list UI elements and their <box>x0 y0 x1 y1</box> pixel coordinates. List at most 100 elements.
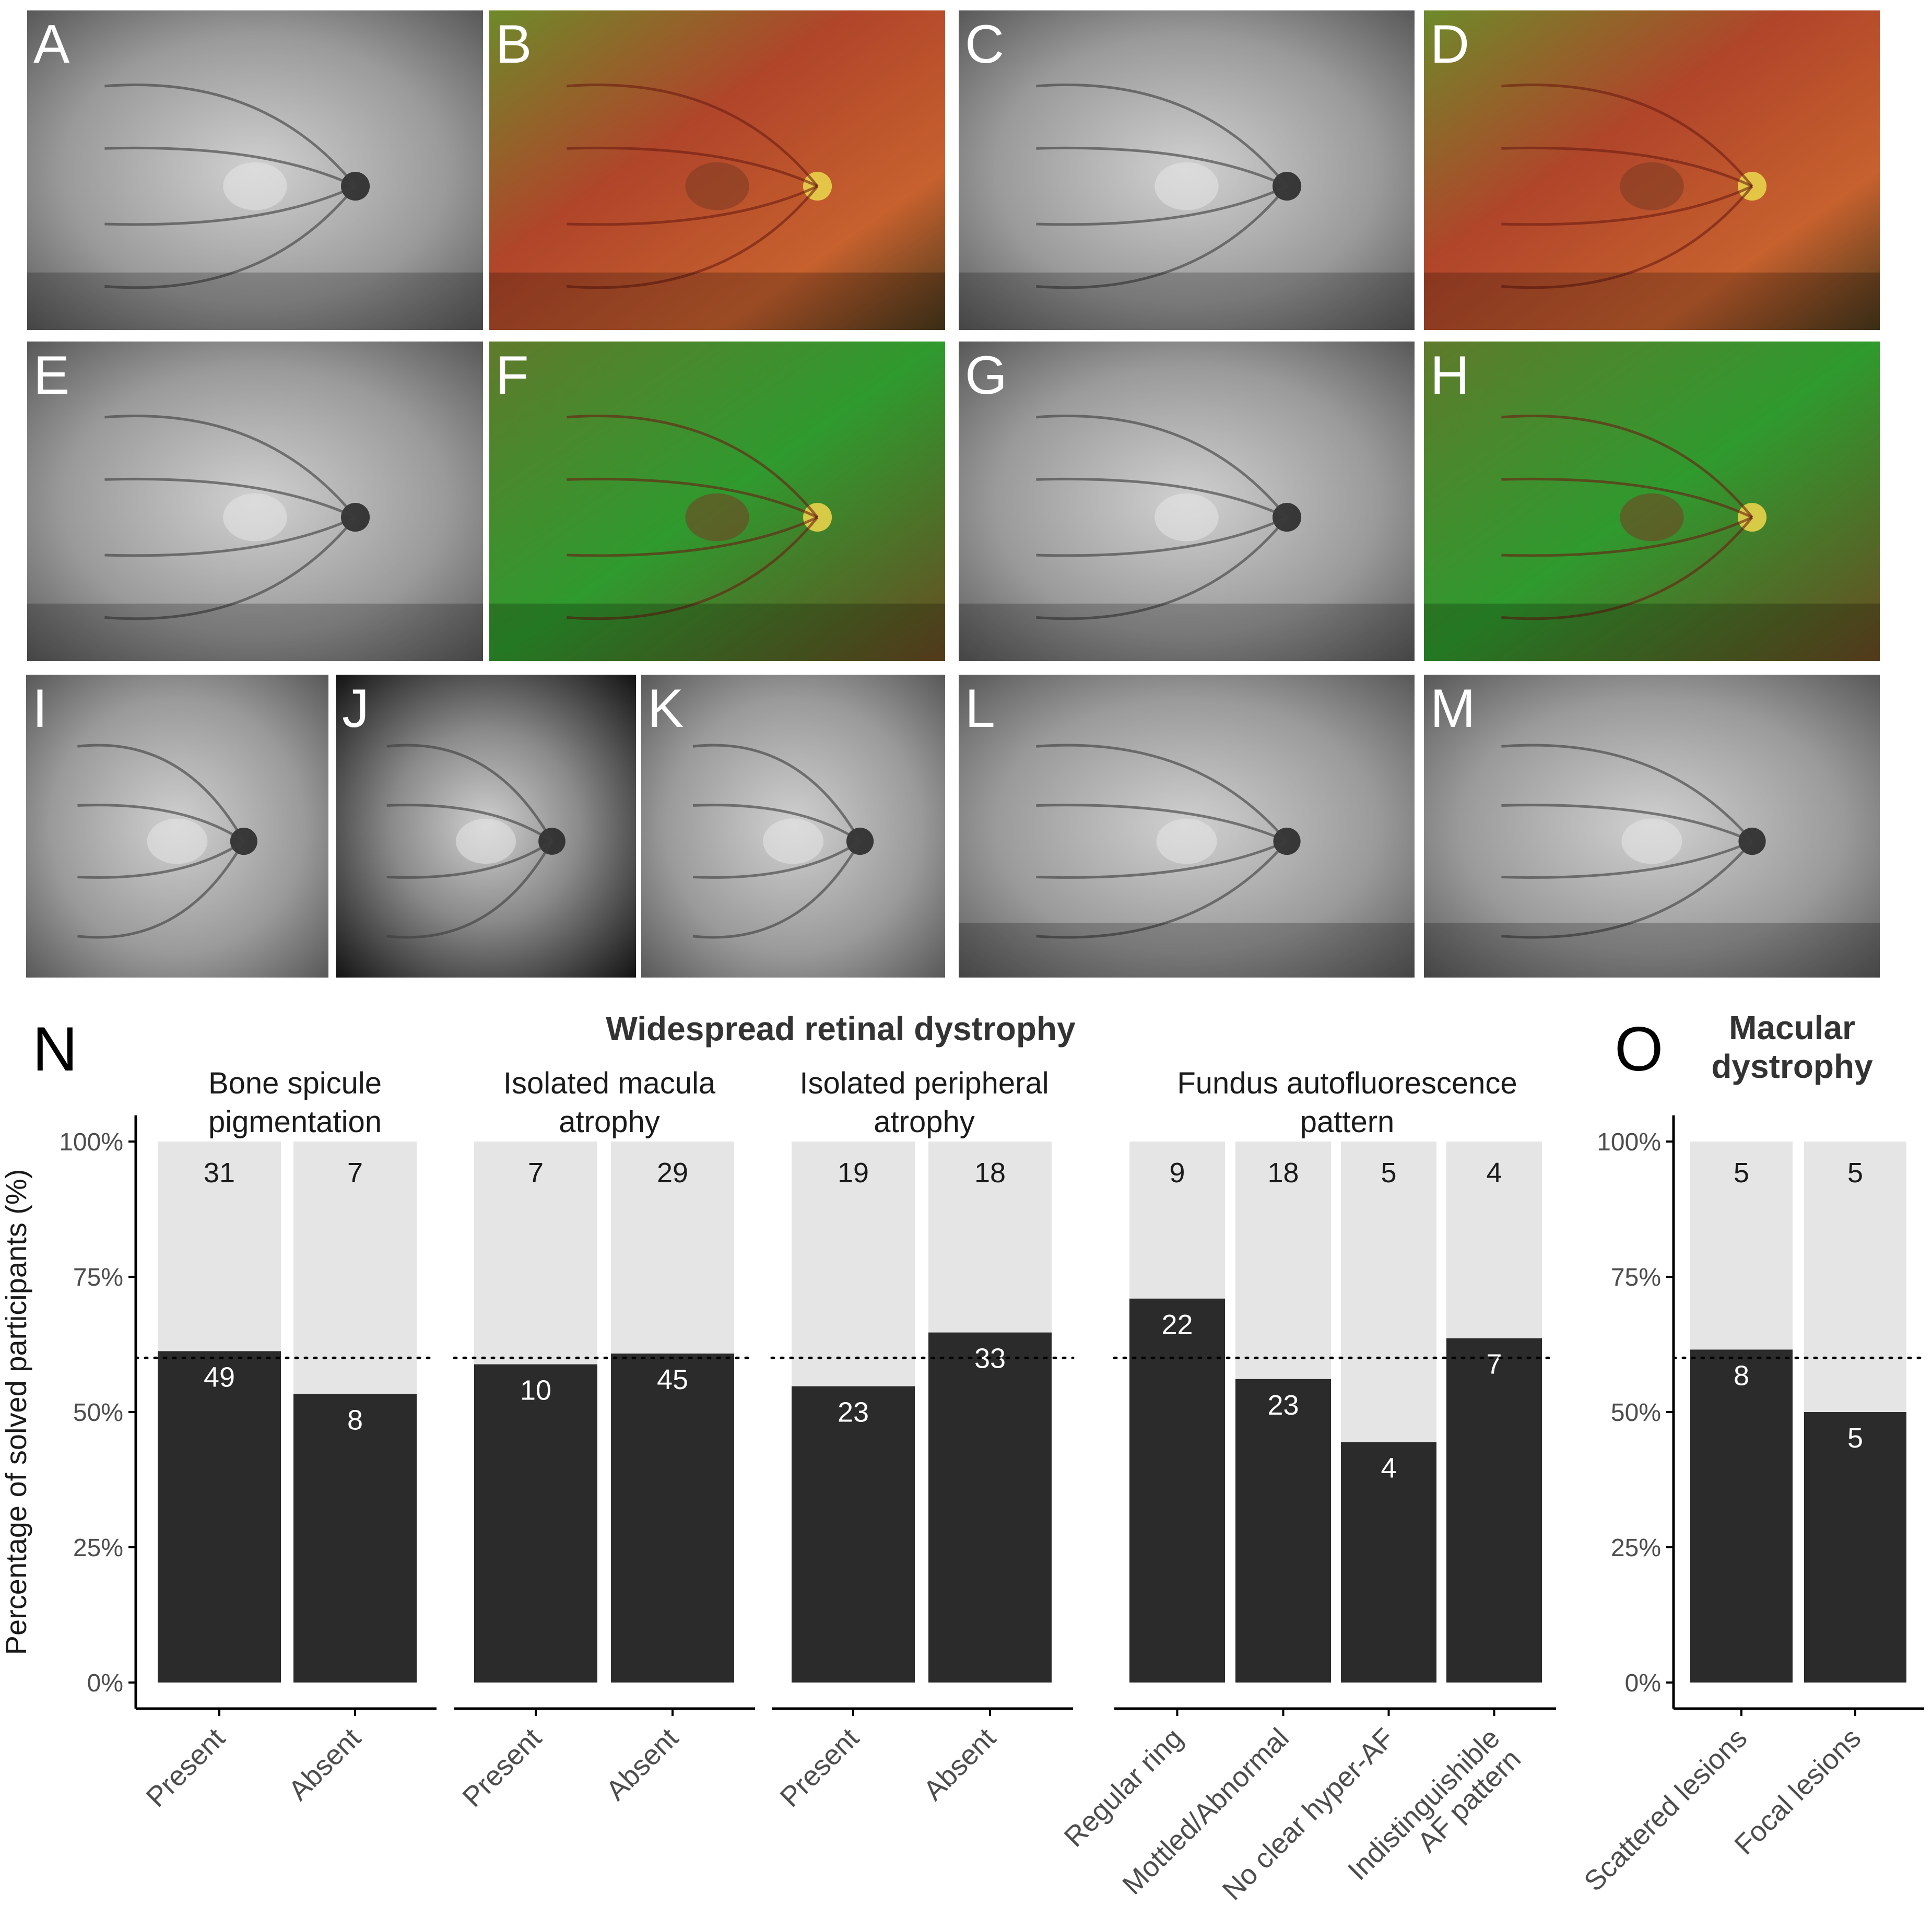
vessel-icon <box>567 516 818 557</box>
facet-title-line-2: pigmentation <box>208 1105 382 1139</box>
vessel-icon <box>104 516 357 620</box>
bar-solved <box>1446 1338 1542 1683</box>
panel-d: D <box>1424 10 1880 330</box>
macula-icon <box>1620 493 1684 542</box>
eyelash-shadow <box>489 603 945 661</box>
bar-label-solved: 22 <box>1161 1309 1193 1340</box>
vessel-icon <box>567 146 818 187</box>
x-category-label: Absent <box>600 1722 684 1806</box>
y-tick-label: 75% <box>73 1264 123 1291</box>
vessel-icon <box>692 840 861 879</box>
eyelash-shadow <box>27 603 483 661</box>
vessel-icon <box>1036 516 1288 557</box>
y-tick-label: 25% <box>1611 1534 1661 1562</box>
vessel-icon <box>1501 477 1753 519</box>
vessel-icon <box>386 840 553 939</box>
y-tick-label: 50% <box>1611 1399 1661 1427</box>
facet-title-line-2: pattern <box>1300 1105 1395 1139</box>
eyelash-shadow <box>27 272 483 330</box>
vessel-icon <box>567 185 819 289</box>
x-category-label: Present <box>774 1722 865 1813</box>
facet-title: Fundus autofluorescence <box>1177 1066 1517 1100</box>
vessel-icon <box>386 840 553 879</box>
y-tick-label: 0% <box>1625 1669 1661 1697</box>
vessel-icon <box>1036 477 1288 519</box>
vessel-icon <box>567 415 819 519</box>
bar-solved <box>158 1351 281 1683</box>
bar-unsolved <box>158 1142 281 1351</box>
vessel-icon <box>1036 415 1288 519</box>
bar-label-unsolved: 5 <box>1847 1157 1863 1189</box>
vessel-icon <box>1501 185 1753 226</box>
bar-label-solved: 45 <box>657 1364 688 1395</box>
macula-icon <box>1155 162 1219 210</box>
vessel-icon <box>1036 840 1288 939</box>
bar-solved <box>1129 1298 1225 1683</box>
macula-icon <box>223 162 287 210</box>
panel-m: M <box>1424 675 1880 978</box>
bar-unsolved <box>1341 1142 1436 1442</box>
bar-label-solved: 23 <box>1267 1390 1299 1421</box>
vessel-icon <box>692 804 861 843</box>
panel-letter-e: E <box>33 345 69 406</box>
macula-icon <box>1156 818 1217 864</box>
retina-image-panels: A B C D E F G H I J K L M <box>26 10 1880 978</box>
panel-letter-o: O <box>1615 1014 1663 1084</box>
eyelash-shadow <box>959 603 1415 661</box>
bar-label-solved: 8 <box>1734 1360 1749 1391</box>
macula-icon <box>1620 162 1684 210</box>
bar-label-solved: 8 <box>347 1404 363 1436</box>
panel-k: K <box>641 675 945 978</box>
y-tick-label: 0% <box>87 1669 123 1697</box>
vessel-icon <box>1501 516 1753 620</box>
panel-letter-h: H <box>1430 345 1469 406</box>
bar-solved <box>928 1332 1052 1683</box>
vessel-icon <box>1036 185 1288 289</box>
vessel-icon <box>1501 185 1753 289</box>
vessel-icon <box>104 84 357 187</box>
vessel-icon <box>77 804 245 843</box>
bar-label-unsolved: 4 <box>1486 1157 1502 1189</box>
x-category-label: Present <box>140 1722 231 1813</box>
bar-label-solved: 4 <box>1381 1453 1396 1484</box>
vessel-icon <box>104 185 356 226</box>
y-tick-label: 100% <box>59 1128 123 1156</box>
macula-icon <box>147 818 208 864</box>
panel-letter-a: A <box>33 14 70 75</box>
vessel-icon <box>1501 840 1753 879</box>
facet-title: Isolated peripheral <box>799 1066 1049 1100</box>
panel-h: H <box>1424 342 1880 661</box>
vessel-icon <box>1501 804 1753 843</box>
bar-solved <box>1341 1442 1436 1683</box>
bar-solved <box>1235 1379 1331 1683</box>
bar-label-unsolved: 9 <box>1169 1157 1185 1189</box>
vessel-icon <box>1036 840 1288 879</box>
panel-c: C <box>959 10 1415 330</box>
vessel-icon <box>1036 185 1288 226</box>
bar-label-unsolved: 29 <box>657 1157 688 1189</box>
bar-label-unsolved: 31 <box>204 1157 235 1189</box>
bar-solved <box>293 1394 417 1683</box>
vessel-icon <box>77 840 245 939</box>
vessel-icon <box>77 744 245 842</box>
bar-unsolved <box>1235 1142 1331 1379</box>
macula-icon <box>763 818 823 864</box>
bar-solved <box>1804 1412 1906 1683</box>
panel-e: E <box>27 342 483 661</box>
panel-letter-d: D <box>1430 14 1469 75</box>
panel-letter-n: N <box>32 1014 78 1084</box>
bar-unsolved <box>1129 1142 1225 1299</box>
bar-label-solved: 5 <box>1847 1422 1863 1454</box>
chart-title-line-2: dystrophy <box>1711 1048 1873 1085</box>
bar-label-solved: 10 <box>520 1375 551 1406</box>
vessel-icon <box>1501 146 1753 187</box>
vessel-icon <box>77 840 245 879</box>
bar-label-unsolved: 7 <box>528 1157 544 1189</box>
vessel-icon <box>1036 804 1288 843</box>
facet-title: Bone spicule <box>208 1066 382 1100</box>
bar-solved <box>792 1386 915 1683</box>
vessel-icon <box>104 185 357 289</box>
panel-i: I <box>26 675 328 978</box>
bar-unsolved <box>928 1142 1052 1333</box>
bar-label-unsolved: 18 <box>1267 1157 1299 1189</box>
